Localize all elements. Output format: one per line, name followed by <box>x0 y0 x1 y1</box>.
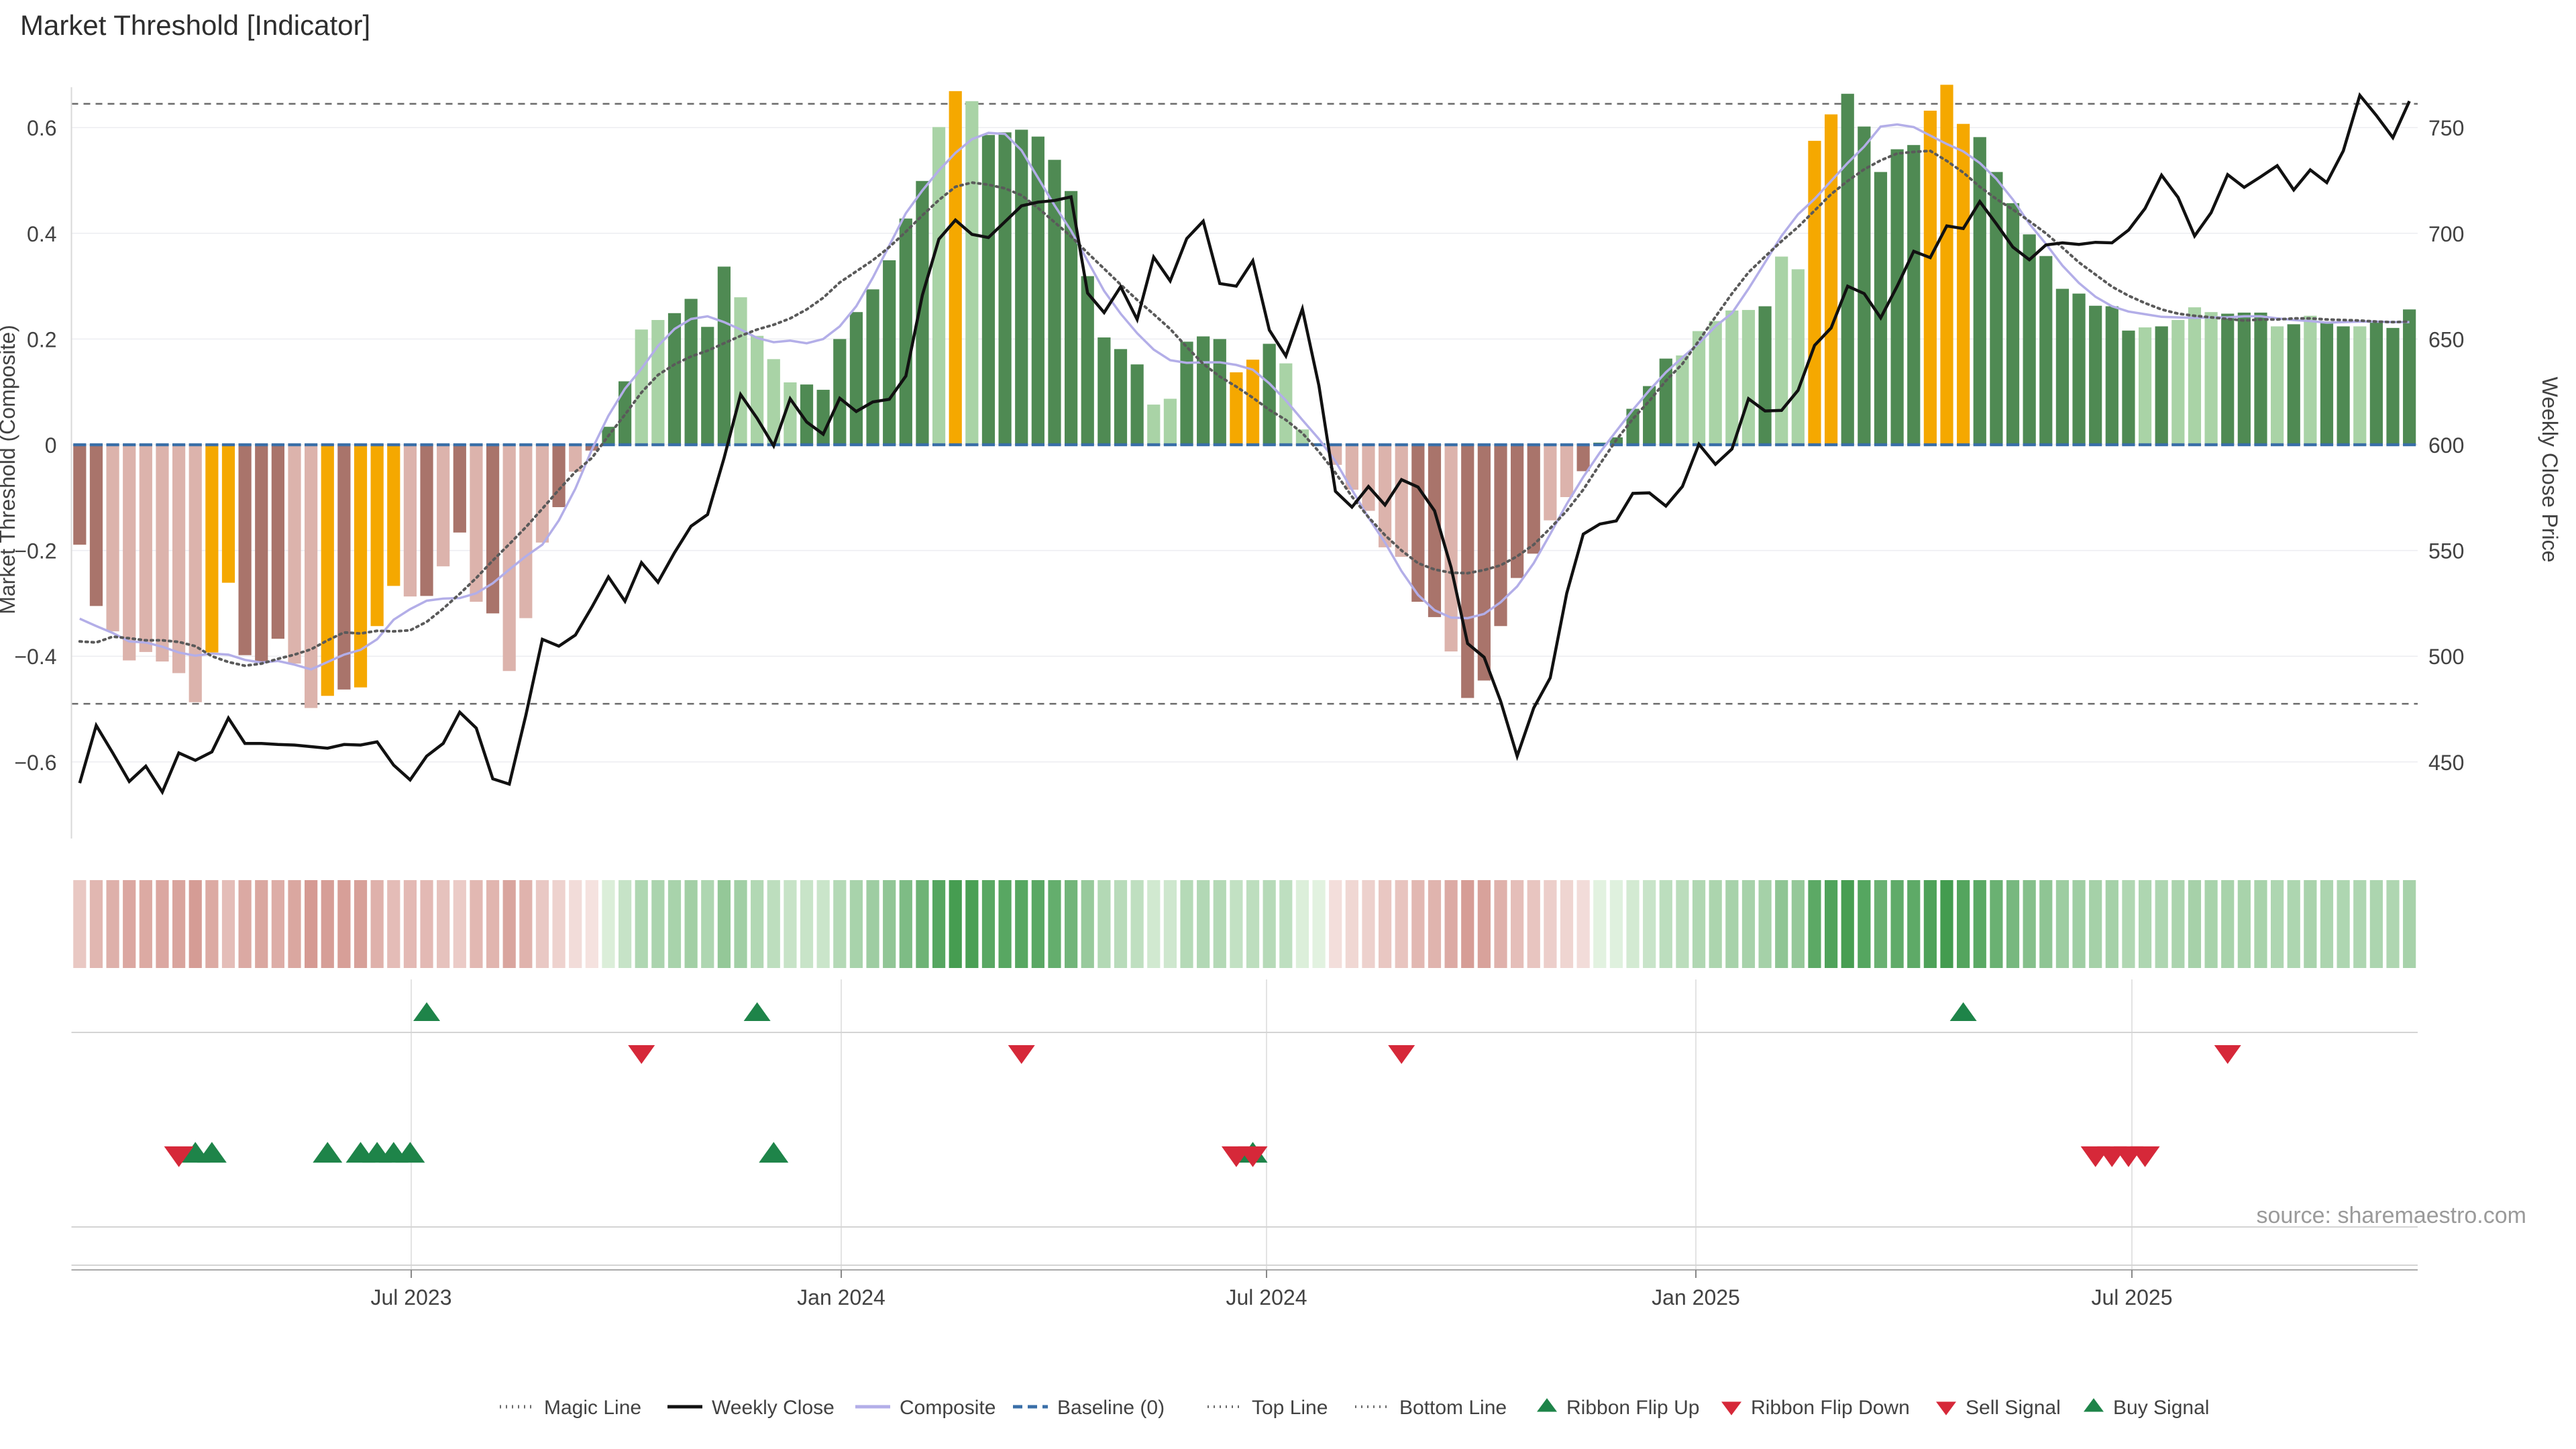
svg-text:Baseline (0): Baseline (0) <box>1057 1397 1165 1419</box>
svg-text:Composite: Composite <box>900 1397 996 1419</box>
svg-text:500: 500 <box>2428 645 2464 669</box>
svg-text:Magic Line: Magic Line <box>544 1397 641 1419</box>
svg-text:650: 650 <box>2428 327 2464 352</box>
svg-text:Buy Signal: Buy Signal <box>2113 1397 2209 1419</box>
svg-text:−0.4: −0.4 <box>14 645 56 669</box>
svg-text:Jan 2025: Jan 2025 <box>1652 1285 1740 1309</box>
svg-text:source: sharemaestro.com: source: sharemaestro.com <box>2257 1203 2527 1228</box>
svg-text:0.2: 0.2 <box>27 327 56 352</box>
svg-text:Top Line: Top Line <box>1252 1397 1328 1419</box>
svg-text:Sell Signal: Sell Signal <box>1966 1397 2061 1419</box>
svg-text:Bottom Line: Bottom Line <box>1399 1397 1507 1419</box>
svg-text:0: 0 <box>45 433 57 458</box>
svg-text:Ribbon Flip Down: Ribbon Flip Down <box>1751 1397 1910 1419</box>
svg-text:Jul 2024: Jul 2024 <box>1226 1285 1307 1309</box>
svg-text:Jul 2023: Jul 2023 <box>371 1285 452 1309</box>
svg-text:Jan 2024: Jan 2024 <box>797 1285 885 1309</box>
svg-text:750: 750 <box>2428 116 2464 140</box>
svg-text:600: 600 <box>2428 433 2464 458</box>
svg-text:Ribbon Flip Up: Ribbon Flip Up <box>1566 1397 1699 1419</box>
svg-text:700: 700 <box>2428 222 2464 246</box>
svg-text:0.6: 0.6 <box>27 116 56 140</box>
svg-text:Weekly Close: Weekly Close <box>712 1397 835 1419</box>
svg-text:550: 550 <box>2428 539 2464 564</box>
svg-text:Jul 2025: Jul 2025 <box>2092 1285 2173 1309</box>
svg-text:Market Threshold (Composite): Market Threshold (Composite) <box>0 325 19 614</box>
svg-text:−0.6: −0.6 <box>14 751 56 775</box>
svg-text:450: 450 <box>2428 751 2464 775</box>
svg-text:0.4: 0.4 <box>27 222 56 246</box>
svg-text:Weekly Close Price: Weekly Close Price <box>2538 377 2562 563</box>
svg-text:−0.2: −0.2 <box>14 539 56 564</box>
